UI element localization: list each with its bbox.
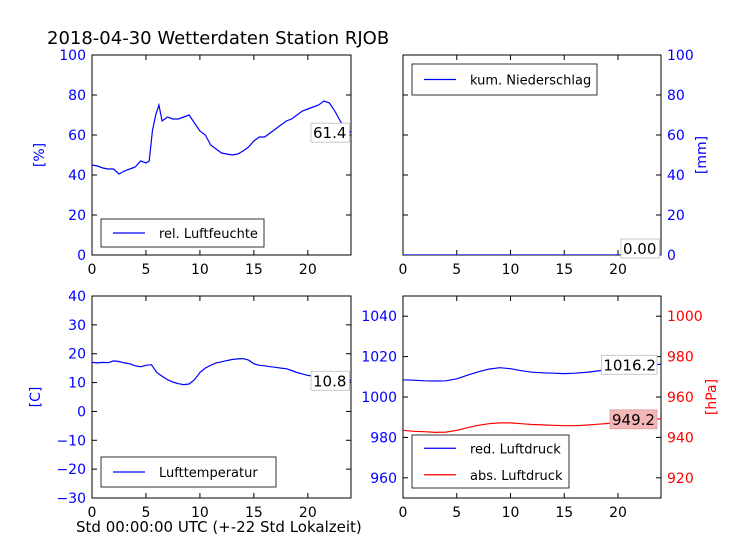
value-label-box [609,409,658,430]
x-axis-label: Std 00:00:00 UTC (+-22 Std Lokalzeit) [76,518,362,536]
x-tick-label: 5 [452,262,461,278]
value-label: 1016.2 [603,356,656,374]
legend-label: Lufttemperatur [159,466,258,481]
y-tick-label: 100 [59,48,86,64]
y-tick-label: 20 [68,347,86,363]
value-label-box [601,354,658,375]
series-line [92,100,351,175]
y-tick-label: −10 [56,433,86,449]
legend-label: kum. Niederschlag [470,74,591,89]
value-label-box [310,122,350,143]
y-tick-label: 0 [77,248,86,264]
y-tick-label: 80 [68,88,86,104]
x-tick-label: 15 [245,262,263,278]
x-tick-label: 10 [191,505,209,521]
x-tick-label: 20 [299,262,317,278]
y-tick-label: 0 [667,248,676,264]
legend: kum. Niederschlag [411,63,598,96]
x-tick-label: 10 [191,262,209,278]
x-tick-label: 0 [88,262,97,278]
x-tick-label: 20 [299,505,317,521]
value-label-box [310,370,350,391]
value-label: 949.2 [612,411,655,429]
y-tick-label: 0 [77,404,86,420]
x-tick-label: 20 [609,262,627,278]
x-tick-label: 5 [141,262,150,278]
chart-panel: 0 5 10 15 20 960 980 1000 1020 1040 920 940 960 980 10… [361,295,720,521]
y-tick-label-right: 920 [667,471,694,487]
x-tick-label: 10 [502,505,520,521]
x-tick-label: 15 [555,262,573,278]
x-tick-label: 5 [452,505,461,521]
legend: Lufttemperatur [100,456,277,488]
y-tick-label: 60 [667,128,685,144]
y-tick-label: 30 [68,318,86,334]
y-axis-label: [C] [28,387,44,408]
y-tick-label: 10 [68,376,86,392]
plot-frame [91,295,352,499]
x-tick-label: 0 [88,505,97,521]
figure-title: 2018-04-30 Wetterdaten Station RJOB [47,28,389,49]
x-tick-label: 5 [141,505,150,521]
y-tick-label-right: 1000 [667,309,703,325]
x-tick-label: 10 [502,262,520,278]
legend-label: rel. Luftfeuchte [159,227,258,242]
y-tick-label: 960 [370,471,397,487]
y-axis-label: [%] [32,143,48,167]
x-tick-label: 20 [609,505,627,521]
legend-box [411,434,570,489]
y-tick-label-right: 960 [667,390,694,406]
legend: red. Luftdruck abs. Luftdruck [411,434,570,489]
legend-label: abs. Luftdruck [470,469,563,484]
y-tick-label: 1000 [361,390,397,406]
x-tick-label: 15 [245,505,263,521]
y-tick-label: 1040 [361,309,397,325]
y-tick-label: 100 [667,48,694,64]
x-tick-label: 0 [399,505,408,521]
x-tick-label: 0 [399,262,408,278]
legend-box [100,218,265,248]
y-tick-label: 80 [667,88,685,104]
y-axis-label: [mm] [694,136,710,174]
series-line [92,357,351,386]
y-tick-label: 40 [68,289,86,305]
y-tick-label-right: 980 [667,350,694,366]
y-tick-label: 40 [68,168,86,184]
value-label: 10.8 [313,372,346,390]
y-tick-label: −20 [56,462,86,478]
x-tick-label: 15 [555,505,573,521]
value-label-box [620,238,660,259]
chart-panel: 0 5 10 15 20 −30 −20 −10 0 10 20 30 40 [C] 10.8 Lufttem… [28,289,352,521]
y-tick-label: 20 [667,208,685,224]
legend: rel. Luftfeuchte [100,218,265,248]
plot-frame [91,54,352,256]
value-label: 61.4 [313,124,346,142]
y-tick-label: 1020 [361,350,397,366]
value-label: 0.00 [623,240,656,258]
chart-panel: 0 5 10 15 20 0 20 40 60 80 100 [%] 61.4 rel. Luftfeuc… [32,48,352,278]
y-tick-label: 40 [667,168,685,184]
y-tick-label: 60 [68,128,86,144]
y-tick-label-right: 940 [667,430,694,446]
legend-label: red. Luftdruck [470,442,561,457]
y-tick-label: −30 [56,491,86,507]
y-tick-label: 980 [370,430,397,446]
y-tick-label: 20 [68,208,86,224]
y-axis-label: [hPa] [704,379,720,415]
chart-panel: 0 5 10 15 20 0 20 40 60 80 100 [mm] 0.00 kum. Nieders… [399,48,710,278]
